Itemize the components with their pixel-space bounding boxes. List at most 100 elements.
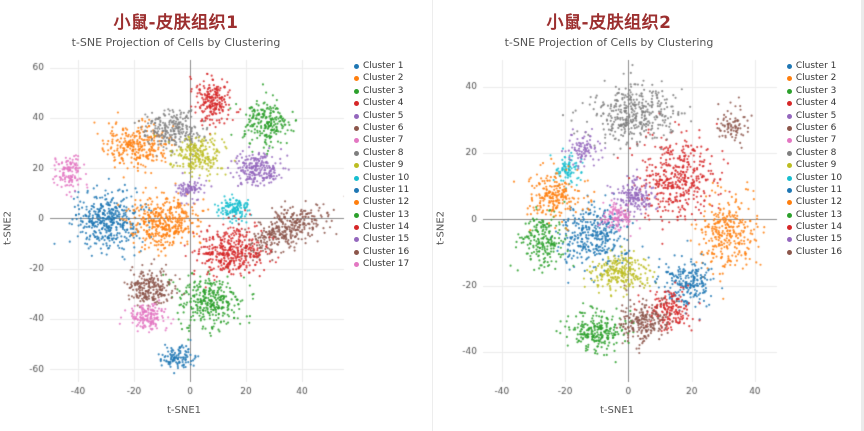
legend-label: Cluster 13 [363, 209, 410, 220]
chart-subtitle: t-SNE Projection of Cells by Clustering [504, 36, 714, 49]
legend-label: Cluster 6 [363, 122, 404, 133]
legend-label: Cluster 2 [363, 73, 404, 84]
legend-swatch-icon [354, 138, 359, 144]
legend-item: Cluster 13 [354, 209, 432, 220]
legend-label: Cluster 9 [795, 160, 837, 171]
legend-swatch-icon [786, 200, 792, 206]
legend-swatch-icon [354, 163, 359, 169]
legend-swatch-icon [354, 88, 359, 94]
legend-swatch-icon [786, 64, 792, 69]
chart-title: 小鼠-皮肤组织1 [113, 13, 239, 33]
legend-swatch-icon [786, 249, 792, 255]
legend-item: Cluster 11 [786, 184, 864, 195]
legend-label: Cluster 3 [795, 85, 837, 96]
plot-row: t-SNE2 Cluster 1 Cluster 2 Cluster 3 Cluste… [433, 52, 864, 404]
legend-item: Cluster 5 [354, 110, 432, 121]
legend-swatch-icon [786, 225, 792, 231]
legend-label: Cluster 6 [795, 122, 837, 133]
chart-panel-tissue-2: 小鼠-皮肤组织2 t-SNE Projection of Cells by Cl… [432, 0, 864, 431]
legend-item: Cluster 1 [786, 61, 864, 71]
legend-item: Cluster 12 [786, 197, 864, 208]
legend-swatch-icon [786, 212, 792, 218]
legend-item: Cluster 17 [354, 260, 432, 269]
chart-panel-tissue-1: 小鼠-皮肤组织1 t-SNE Projection of Cells by Cl… [0, 8, 432, 416]
legend-item: Cluster 10 [354, 172, 432, 183]
plot-row: t-SNE2 Cluster 1 Cluster 2 Cluster 3 Cluste… [0, 52, 432, 404]
legend-label: Cluster 11 [795, 184, 843, 195]
legend-item: Cluster 7 [354, 136, 432, 145]
legend-item: Cluster 2 [354, 74, 432, 83]
legend-swatch-icon [786, 187, 792, 193]
legend-item: Cluster 15 [354, 235, 432, 244]
scrollbar-track[interactable] [861, 0, 864, 431]
legend-swatch-icon [786, 175, 792, 181]
legend-swatch-icon [354, 249, 359, 255]
legend-swatch-icon [786, 101, 792, 107]
legend-label: Cluster 13 [795, 209, 843, 220]
legend-label: Cluster 10 [363, 172, 410, 183]
legend-item: Cluster 10 [786, 172, 864, 183]
legend-swatch-icon [354, 200, 359, 206]
legend-item: Cluster 3 [786, 85, 864, 96]
legend-label: Cluster 14 [795, 222, 843, 233]
cluster-legend: Cluster 1 Cluster 2 Cluster 3 Cluster 4 Clus… [352, 52, 432, 404]
legend-swatch-icon [354, 150, 359, 156]
legend-label: Cluster 4 [363, 98, 404, 109]
legend-label: Cluster 11 [363, 184, 410, 195]
legend-label: Cluster 14 [363, 222, 410, 233]
legend-item: Cluster 14 [786, 222, 864, 233]
legend-item: Cluster 8 [786, 147, 864, 158]
legend-label: Cluster 16 [795, 246, 843, 257]
title-area: 小鼠-皮肤组织1 t-SNE Projection of Cells by Cl… [0, 8, 352, 49]
y-axis-label: t-SNE2 [433, 52, 449, 404]
legend-swatch-icon [354, 101, 359, 107]
legend-swatch-icon [786, 163, 792, 169]
legend-item: Cluster 14 [354, 223, 432, 232]
legend-item: Cluster 9 [354, 161, 432, 170]
legend-swatch-icon [354, 64, 359, 69]
legend-label: Cluster 3 [363, 85, 404, 96]
legend-item: Cluster 1 [354, 62, 432, 71]
legend-swatch-icon [354, 225, 359, 231]
legend-item: Cluster 4 [354, 99, 432, 108]
legend-label: Cluster 2 [795, 73, 837, 84]
legend-item: Cluster 16 [786, 246, 864, 257]
legend-item: Cluster 6 [786, 122, 864, 133]
legend-label: Cluster 5 [363, 110, 404, 121]
tsne-scatter-canvas [16, 52, 352, 404]
legend-label: Cluster 12 [795, 197, 843, 208]
legend-swatch-icon [786, 125, 792, 131]
legend-swatch-icon [354, 212, 359, 218]
legend-swatch-icon [354, 125, 359, 131]
legend-label: Cluster 15 [795, 234, 843, 245]
legend-swatch-icon [354, 237, 359, 243]
legend-item: Cluster 13 [786, 209, 864, 220]
legend-swatch-icon [786, 138, 792, 144]
y-axis-label: t-SNE2 [0, 52, 16, 404]
legend-item: Cluster 15 [786, 234, 864, 245]
legend-item: Cluster 12 [354, 198, 432, 207]
legend-swatch-icon [786, 237, 792, 243]
legend-label: Cluster 8 [363, 147, 404, 158]
legend-item: Cluster 2 [786, 73, 864, 84]
legend-label: Cluster 1 [363, 61, 404, 71]
legend-swatch-icon [354, 262, 359, 268]
legend-label: Cluster 12 [363, 197, 410, 208]
legend-item: Cluster 11 [354, 184, 432, 195]
legend-label: Cluster 10 [795, 172, 843, 183]
legend-swatch-icon [354, 113, 359, 119]
legend-item: Cluster 4 [786, 98, 864, 109]
y-axis-label-text: t-SNE2 [435, 210, 447, 246]
cluster-legend: Cluster 1 Cluster 2 Cluster 3 Cluster 4 Clus… [785, 52, 864, 404]
legend-label: Cluster 1 [795, 61, 837, 71]
y-axis-label-text: t-SNE2 [2, 210, 14, 246]
x-axis-label: t-SNE1 [166, 405, 202, 416]
legend-label: Cluster 5 [795, 110, 837, 121]
legend-item: Cluster 8 [354, 147, 432, 158]
legend-label: Cluster 7 [795, 135, 837, 146]
legend-label: Cluster 4 [795, 98, 837, 109]
legend-item: Cluster 9 [786, 160, 864, 171]
legend-swatch-icon [786, 88, 792, 94]
chart-subtitle: t-SNE Projection of Cells by Clustering [71, 36, 281, 49]
legend-label: Cluster 8 [795, 147, 837, 158]
